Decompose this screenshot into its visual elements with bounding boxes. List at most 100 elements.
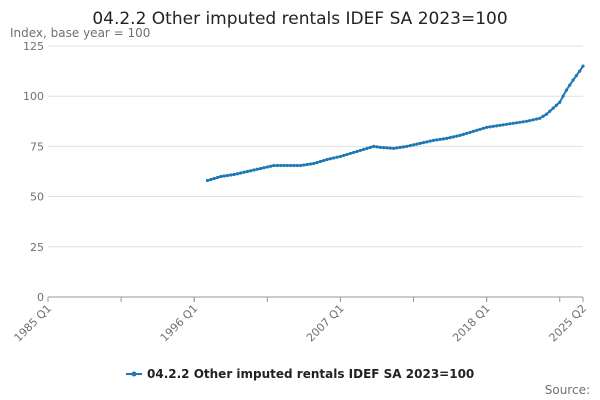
series-point — [425, 140, 429, 144]
y-tick-label: 50 — [30, 191, 44, 204]
series-point — [382, 146, 386, 150]
series-point — [318, 159, 323, 164]
series-point — [212, 176, 216, 181]
series-point — [491, 124, 495, 128]
y-tick-label: 25 — [30, 241, 44, 254]
gridlines — [48, 45, 583, 298]
source-label: Source: — [545, 383, 590, 397]
series-point — [282, 163, 286, 168]
series-point — [538, 116, 542, 120]
y-tick-label: 125 — [23, 40, 44, 53]
series-point — [378, 145, 382, 150]
series-point — [335, 155, 339, 159]
series-point — [548, 109, 552, 113]
series-point — [511, 121, 515, 125]
series-point — [332, 156, 336, 160]
series-point — [561, 94, 565, 98]
series-point — [578, 69, 582, 73]
legend-swatch-marker — [131, 371, 137, 377]
series-point — [391, 146, 396, 151]
series-point — [209, 177, 213, 182]
series-point — [524, 119, 529, 123]
series-point — [325, 157, 329, 162]
series-point — [219, 174, 223, 179]
series-point — [448, 136, 452, 140]
series-point — [302, 163, 306, 167]
y-tick-label: 100 — [23, 90, 44, 103]
legend[interactable]: 04.2.2 Other imputed rentals IDEF SA 202… — [126, 367, 474, 381]
series-point — [564, 88, 568, 92]
series-point — [322, 158, 326, 163]
series-point — [468, 130, 472, 134]
series-point — [485, 125, 489, 129]
series-point — [352, 150, 356, 155]
series-point — [312, 161, 316, 166]
series-point — [558, 100, 562, 104]
series-point — [375, 145, 379, 149]
x-tick-label: 1985 Q1 — [12, 302, 55, 345]
series-point — [495, 124, 499, 128]
series-point — [229, 173, 233, 177]
series-point — [488, 125, 492, 129]
series-point — [242, 170, 246, 174]
series-point — [365, 146, 369, 151]
series-point — [308, 162, 313, 166]
series-point — [328, 157, 333, 161]
series-point — [458, 133, 462, 137]
series-point — [408, 144, 412, 148]
series-point — [368, 145, 372, 150]
series-point — [275, 163, 279, 168]
series-point — [481, 126, 485, 130]
series-point — [358, 148, 362, 153]
series-point — [528, 118, 532, 123]
series-point — [398, 145, 402, 150]
series-point — [269, 164, 273, 168]
series-line — [207, 65, 584, 182]
series-point — [415, 142, 419, 146]
series-point — [338, 154, 343, 159]
y-tick-label: 0 — [37, 291, 44, 304]
x-tick-label: 2018 Q1 — [450, 302, 493, 345]
series-point — [401, 145, 406, 149]
series-point — [478, 127, 482, 131]
series-point — [298, 163, 303, 168]
series-point — [438, 137, 442, 141]
series-point — [574, 74, 578, 78]
chart-title: 04.2.2 Other imputed rentals IDEF SA 202… — [92, 9, 507, 29]
series-point — [581, 64, 585, 68]
series-point — [554, 103, 559, 107]
series-point — [498, 123, 502, 127]
x-tick-label: 2025 Q2 — [547, 302, 590, 345]
series-point — [222, 174, 226, 178]
series-point — [285, 163, 289, 168]
series-point — [455, 134, 459, 138]
series-point — [508, 122, 512, 126]
series-point — [292, 163, 296, 168]
series-point — [521, 120, 525, 124]
series-point — [541, 114, 545, 118]
series-point — [232, 172, 236, 177]
series-point — [252, 168, 256, 172]
x-tick-label: 2007 Q1 — [304, 302, 347, 345]
series-point — [441, 137, 446, 141]
series-point — [315, 160, 319, 165]
series-point — [501, 123, 505, 127]
series-point — [272, 163, 276, 168]
series-point — [471, 129, 475, 133]
series-point — [571, 78, 575, 82]
series-point — [544, 112, 549, 116]
x-tick-label: 1996 Q1 — [158, 302, 201, 345]
series-point — [388, 146, 392, 150]
series-point — [421, 141, 426, 145]
series-point — [262, 166, 266, 170]
y-axis-label: Index, base year = 100 — [10, 26, 150, 40]
series-point — [249, 169, 253, 173]
series-point — [431, 138, 436, 142]
series-group — [205, 64, 585, 183]
series-point — [362, 147, 366, 152]
series-point — [245, 169, 249, 174]
series-point — [205, 178, 210, 183]
series-point — [259, 166, 263, 171]
series-point — [428, 139, 432, 143]
